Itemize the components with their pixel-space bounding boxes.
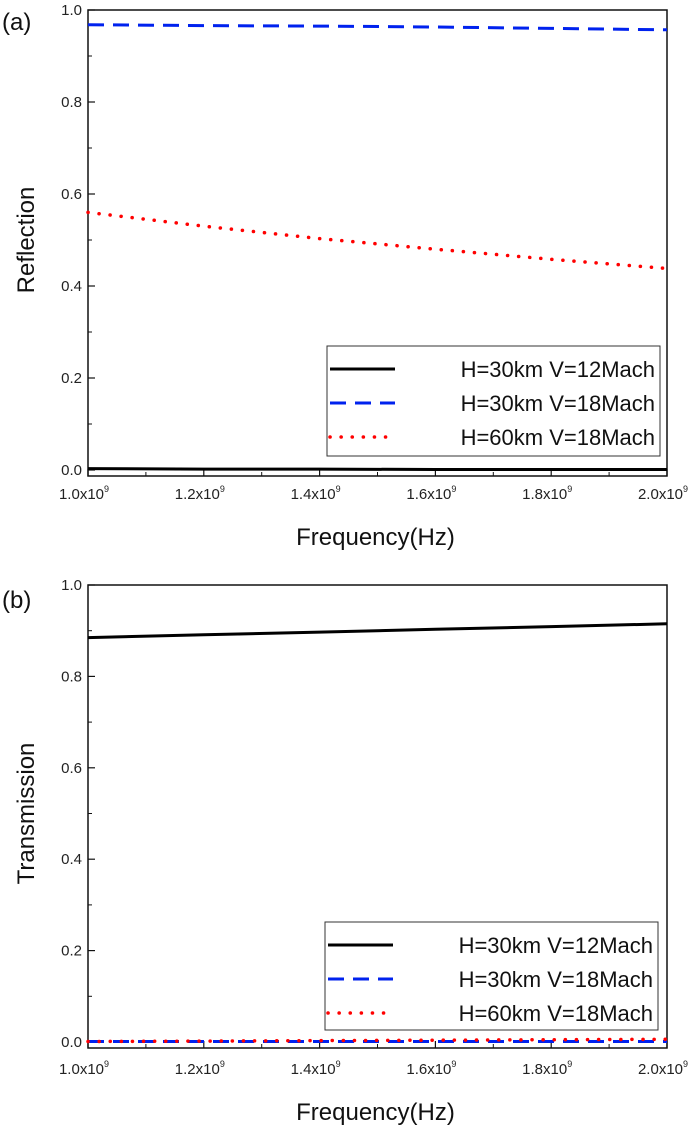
panel-label: (b) (2, 587, 31, 614)
y-tick-label: 1.0 (61, 2, 82, 19)
y-tick-label: 0.2 (61, 943, 82, 960)
series-line-2 (87, 23, 668, 32)
x-tick-label: 1.0x109 (59, 1059, 109, 1078)
y-tick-label: 0.4 (61, 278, 82, 295)
x-axis-label: Frequency(Hz) (296, 1099, 455, 1126)
legend-entry: H=60km V=18Mach (461, 425, 655, 450)
panel-label: (a) (2, 9, 31, 36)
x-tick-label: 1.4x109 (291, 1059, 341, 1078)
x-tick-label: 1.6x109 (406, 484, 456, 503)
x-tick-label: 1.2x109 (175, 484, 225, 503)
y-tick-label: 0.8 (61, 94, 82, 111)
y-axis-label: Reflection (13, 187, 40, 294)
x-tick-exponent: 9 (451, 484, 456, 494)
x-tick-base: 1.2x10 (175, 486, 220, 503)
x-tick-label: 2.0x109 (638, 484, 688, 503)
chart-panel-a: 0.00.20.40.60.81.01.0x109 1.2x109 1.4x109 1… (2, 2, 688, 551)
x-tick-base: 1.8x10 (522, 486, 567, 503)
x-tick-base: 1.6x10 (406, 486, 451, 503)
x-tick-base: 2.0x10 (638, 486, 683, 503)
y-tick-label: 0.6 (61, 186, 82, 203)
x-tick-exponent: 9 (220, 484, 225, 494)
x-tick-label: 1.8x109 (522, 1059, 572, 1078)
x-axis-label: Frequency(Hz) (296, 524, 455, 551)
y-tick-label: 0.6 (61, 760, 82, 777)
x-tick-exponent: 9 (220, 1059, 225, 1069)
legend-box (326, 345, 661, 457)
x-tick-base: 1.8x10 (522, 1061, 567, 1078)
x-tick-base: 1.6x10 (406, 1061, 451, 1078)
legend-entry: H=30km V=18Mach (459, 967, 653, 992)
x-tick-exponent: 9 (104, 484, 109, 494)
series-line-1 (87, 622, 668, 640)
y-tick-label: 1.0 (61, 577, 82, 594)
x-tick-label: 1.6x109 (406, 1059, 456, 1078)
x-tick-label: 2.0x109 (638, 1059, 688, 1078)
y-tick-label: 0.8 (61, 668, 82, 685)
y-tick-label: 0.0 (61, 462, 82, 479)
x-tick-exponent: 9 (451, 1059, 456, 1069)
y-tick-label: 0.0 (61, 1034, 82, 1051)
series-line-3 (86, 1037, 669, 1044)
series-line-1 (87, 467, 667, 471)
y-tick-label: 0.4 (61, 851, 82, 868)
x-tick-base: 1.0x10 (59, 486, 104, 503)
legend: H=30km V=12Mach H=30km V=18Mach H=60km V=1… (324, 921, 659, 1031)
x-tick-exponent: 9 (567, 1059, 572, 1069)
x-tick-exponent: 9 (104, 1059, 109, 1069)
legend-box (324, 921, 659, 1031)
chart-panel-b: 0.00.20.40.60.81.01.0x109 1.2x109 1.4x109 1… (2, 577, 688, 1126)
x-tick-exponent: 9 (683, 484, 688, 494)
x-tick-base: 1.4x10 (291, 1061, 336, 1078)
legend: H=30km V=12Mach H=30km V=18Mach H=60km V=1… (326, 345, 661, 457)
x-tick-base: 1.4x10 (291, 486, 336, 503)
y-axis-label: Transmission (13, 743, 40, 885)
legend-entry: H=30km V=18Mach (461, 391, 655, 416)
x-tick-base: 1.0x10 (59, 1061, 104, 1078)
x-tick-exponent: 9 (336, 1059, 341, 1069)
legend-entry: H=60km V=18Mach (459, 1001, 653, 1026)
y-tick-label: 0.2 (61, 370, 82, 387)
x-tick-exponent: 9 (336, 484, 341, 494)
x-tick-base: 2.0x10 (638, 1061, 683, 1078)
legend-entry: H=30km V=12Mach (461, 357, 655, 382)
x-tick-label: 1.2x109 (175, 1059, 225, 1078)
x-tick-label: 1.8x109 (522, 484, 572, 503)
x-tick-label: 1.4x109 (291, 484, 341, 503)
legend-entry: H=30km V=12Mach (459, 933, 653, 958)
x-tick-exponent: 9 (683, 1059, 688, 1069)
x-tick-exponent: 9 (567, 484, 572, 494)
x-tick-label: 1.0x109 (59, 484, 109, 503)
x-tick-base: 1.2x10 (175, 1061, 220, 1078)
series-line-3 (86, 210, 669, 271)
